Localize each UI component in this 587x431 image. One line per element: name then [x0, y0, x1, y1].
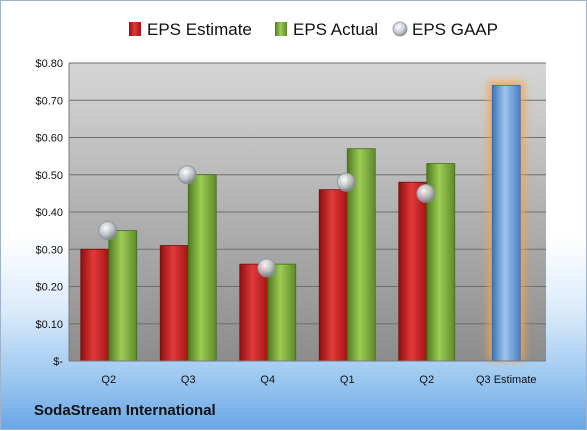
point-eps-gaap: [336, 172, 356, 192]
y-tick-label: $0.80: [35, 58, 63, 70]
legend-label: EPS Estimate: [147, 20, 252, 39]
x-tick-label: Q4: [260, 374, 275, 386]
y-tick-label: $0.40: [35, 207, 63, 219]
bar-eps-actual: [187, 174, 217, 362]
bar-eps-actual: [267, 263, 297, 362]
legend-label: EPS GAAP: [412, 20, 498, 39]
x-tick-label: Q3: [181, 374, 196, 386]
point-eps-gaap: [177, 165, 197, 185]
legend-swatch: [392, 21, 408, 37]
y-tick-label: $0.70: [35, 95, 63, 107]
y-tick-label: $0.20: [35, 282, 63, 294]
y-tick-label: $0.30: [35, 244, 63, 256]
bar-eps-estimate: [398, 181, 428, 362]
y-tick-label: $0.10: [35, 319, 63, 331]
x-tick-label: Q1: [340, 374, 355, 386]
legend-swatch: [275, 22, 287, 36]
point-eps-gaap: [257, 258, 277, 278]
axes: $- $0.10 $0.20 $0.30 $0.40 $0.50 $0.60 $0.70 $0.…: [35, 58, 546, 386]
x-tick-label: Q2: [419, 374, 434, 386]
bar-eps-estimate: [80, 248, 110, 362]
bar-eps-actual: [108, 230, 138, 362]
y-tick-label: $0.60: [35, 133, 63, 145]
y-tick-label: $-: [53, 356, 63, 368]
x-tick-label: Q2: [101, 374, 116, 386]
company-name: SodaStream International: [34, 402, 216, 419]
bar-eps-estimate: [318, 189, 348, 362]
point-eps-gaap: [416, 183, 436, 203]
chart-legend: EPS Estimate EPS Actual EPS GAAP: [129, 20, 498, 39]
bar-eps-estimate: [239, 263, 269, 362]
y-tick-label: $0.50: [35, 170, 63, 182]
legend-swatch: [129, 22, 141, 36]
point-eps-gaap: [98, 221, 118, 241]
bars: [80, 81, 525, 362]
bar-eps-estimate: [491, 84, 521, 362]
legend-label: EPS Actual: [293, 20, 378, 39]
x-tick-label: Q3 Estimate: [476, 374, 537, 386]
bar-eps-estimate: [159, 245, 189, 362]
